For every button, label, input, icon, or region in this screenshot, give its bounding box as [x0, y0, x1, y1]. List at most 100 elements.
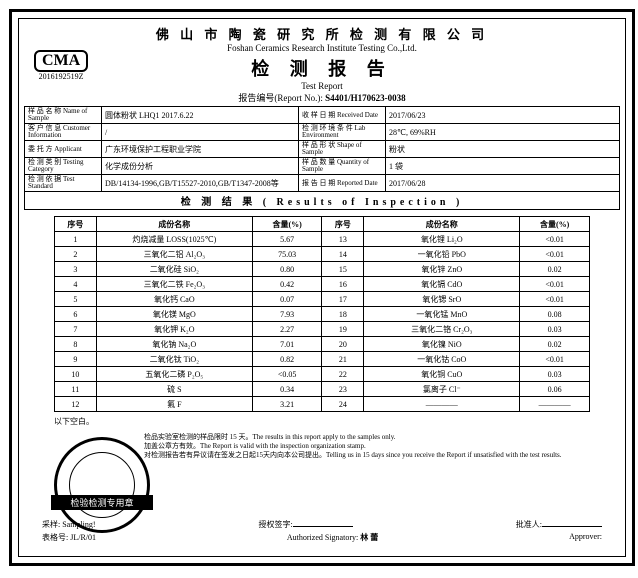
- table-cell: 75.03: [252, 247, 322, 262]
- table-cell: <0.01: [520, 292, 590, 307]
- table-cell: 1: [55, 232, 97, 247]
- footer-block: 采样: Sampling! 授权签字: 批准人: 表格号: JL/R/01 Au…: [42, 517, 602, 543]
- lbl-qty: 样 品 数 量 Quantity of Sample: [299, 158, 386, 175]
- table-cell: 氧化锌 ZnO: [364, 262, 520, 277]
- table-row: 8氧化钠 Na₂O7.0120氧化镍 NiO0.02: [55, 337, 590, 352]
- authsig-label: 授权签字:: [259, 520, 293, 529]
- table-cell: 12: [55, 397, 97, 412]
- table-cell: 氧化锶 SrO: [364, 292, 520, 307]
- table-cell: 5: [55, 292, 97, 307]
- table-cell: 11: [55, 382, 97, 397]
- table-cell: 3.21: [252, 397, 322, 412]
- val-qty: 1 袋: [386, 158, 620, 175]
- table-cell: 0.34: [252, 382, 322, 397]
- table-cell: 氧化镁 MgO: [96, 307, 252, 322]
- results-header-cell: 成份名称: [96, 217, 252, 232]
- table-cell: 二氧化钛 TiO₂: [96, 352, 252, 367]
- table-cell: 0.07: [252, 292, 322, 307]
- table-cell: 一氧化锰 MnO: [364, 307, 520, 322]
- table-cell: 7.93: [252, 307, 322, 322]
- table-cell: 氧化铜 CuO: [364, 367, 520, 382]
- sampler-value: Sampling!: [62, 520, 95, 529]
- table-cell: 21: [322, 352, 364, 367]
- table-cell: 6: [55, 307, 97, 322]
- company-name-cn: 佛 山 市 陶 瓷 研 究 所 检 测 有 限 公 司: [24, 24, 620, 43]
- authsig-en: Authorized Signatory:: [287, 533, 358, 542]
- table-cell: 7: [55, 322, 97, 337]
- table-cell: 0.02: [520, 337, 590, 352]
- table-row: 5氧化钙 CaO0.0717氧化锶 SrO<0.01: [55, 292, 590, 307]
- table-cell: 13: [322, 232, 364, 247]
- lbl-customer: 客 户 信 息 Customer Information: [25, 124, 102, 141]
- table-cell: 一氧化铅 PbO: [364, 247, 520, 262]
- lbl-sample-name: 样 品 名 称 Name of Sample: [25, 107, 102, 124]
- table-cell: 0.42: [252, 277, 322, 292]
- results-table: 序号成份名称含量(%)序号成份名称含量(%) 1灼烧减量 LOSS(1025℃)…: [54, 216, 590, 412]
- table-row: 12氟 F3.2124————————: [55, 397, 590, 412]
- cma-logo-block: CMA 2016192519Z: [34, 50, 88, 81]
- table-cell: 14: [322, 247, 364, 262]
- table-cell: 氧化钠 Na₂O: [96, 337, 252, 352]
- table-cell: <0.01: [520, 232, 590, 247]
- company-name-en: Foshan Ceramics Research Institute Testi…: [24, 43, 620, 53]
- val-env: 28℃, 69%RH: [386, 124, 620, 141]
- stamp-text: 检验检测专用章: [51, 495, 153, 510]
- auth-name: 林 蕾: [360, 533, 378, 542]
- table-cell: 3: [55, 262, 97, 277]
- lbl-std: 检 测 依 据 Test Standard: [25, 175, 102, 192]
- table-row: 9二氧化钛 TiO₂0.8221一氧化钴 CoO<0.01: [55, 352, 590, 367]
- table-cell: ————: [364, 397, 520, 412]
- val-recv-date: 2017/06/23: [386, 107, 620, 124]
- table-cell: 二氧化硅 SiO₂: [96, 262, 252, 277]
- table-cell: 0.02: [520, 262, 590, 277]
- approve-label: 批准人:: [516, 520, 542, 529]
- val-rep-date: 2017/06/28: [386, 175, 620, 192]
- report-number-line: 报告编号(Report No.): S4401/H170623-0038: [24, 91, 620, 104]
- table-cell: 三氧化二铝 Al₂O₃: [96, 247, 252, 262]
- val-sample-name: 圆体粉状 LHQ1 2017.6.22: [102, 107, 299, 124]
- info-table: 样 品 名 称 Name of Sample 圆体粉状 LHQ1 2017.6.…: [24, 106, 620, 210]
- table-row: 10五氧化二磷 P₂O₅<0.0522氧化铜 CuO0.03: [55, 367, 590, 382]
- val-std: DB/14134-1996,GB/T15527-2010,GB/T1347-20…: [102, 175, 299, 192]
- val-category: 化学成份分析: [102, 158, 299, 175]
- approve-en: Approver:: [569, 532, 602, 543]
- table-cell: 0.03: [520, 367, 590, 382]
- val-applicant: 广东环境保护工程职业学院: [102, 141, 299, 158]
- table-cell: 24: [322, 397, 364, 412]
- table-cell: 三氧化二铬 Cr₂O₃: [364, 322, 520, 337]
- table-cell: 8: [55, 337, 97, 352]
- table-cell: 15: [322, 262, 364, 277]
- table-cell: <0.01: [520, 277, 590, 292]
- report-no-label: 报告编号(Report No.):: [238, 93, 323, 103]
- table-cell: 9: [55, 352, 97, 367]
- table-cell: 20: [322, 337, 364, 352]
- table-cell: 0.80: [252, 262, 322, 277]
- results-header-cell: 含量(%): [252, 217, 322, 232]
- results-header-cell: 序号: [322, 217, 364, 232]
- lbl-rep-date: 报 告 日 期 Reported Date: [299, 175, 386, 192]
- table-cell: 10: [55, 367, 97, 382]
- table-cell: 氧化钾 K₂O: [96, 322, 252, 337]
- table-cell: 一氧化钴 CoO: [364, 352, 520, 367]
- cma-logo: CMA: [34, 50, 88, 72]
- results-header-cell: 成份名称: [364, 217, 520, 232]
- table-cell: 硫 S: [96, 382, 252, 397]
- cma-number: 2016192519Z: [34, 72, 88, 81]
- lbl-recv-date: 收 样 日 期 Received Date: [299, 107, 386, 124]
- table-cell: 22: [322, 367, 364, 382]
- table-cell: 7.01: [252, 337, 322, 352]
- table-row: 7氧化钾 K₂O2.2719三氧化二铬 Cr₂O₃0.03: [55, 322, 590, 337]
- table-row: 2三氧化二铝 Al₂O₃75.0314一氧化铅 PbO<0.01: [55, 247, 590, 262]
- table-cell: 4: [55, 277, 97, 292]
- table-cell: 2: [55, 247, 97, 262]
- results-header-cell: 序号: [55, 217, 97, 232]
- lbl-env: 检 测 环 境 条 件 Lab Environment: [299, 124, 386, 141]
- sampler-label: 采样:: [42, 520, 60, 529]
- val-customer: /: [102, 124, 299, 141]
- disclaimer-text: 检品实验室检测的样品限时 15 天。The results in this re…: [144, 433, 590, 460]
- table-cell: 氧化镉 CdO: [364, 277, 520, 292]
- val-shape: 粉状: [386, 141, 620, 158]
- table-cell: 氧化镍 NiO: [364, 337, 520, 352]
- lbl-shape: 样 品 形 状 Shape of Sample: [299, 141, 386, 158]
- table-cell: 0.08: [520, 307, 590, 322]
